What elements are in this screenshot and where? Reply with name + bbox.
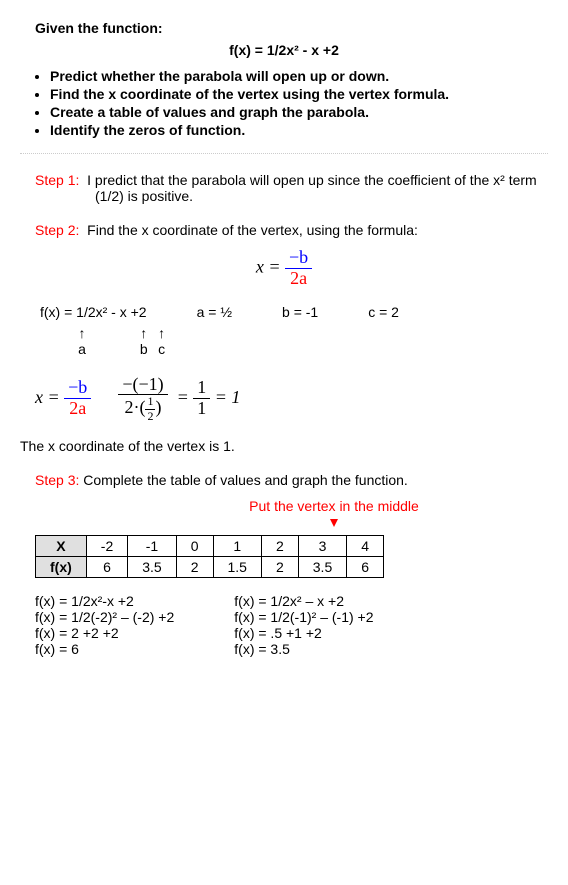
given-label: Given the function: (35, 20, 548, 36)
table-cell: 0 (176, 535, 213, 556)
work-line: f(x) = .5 +1 +2 (234, 625, 373, 641)
step-3-label: Step 3: (35, 472, 79, 488)
vertex-formula: x = −b 2a (20, 248, 548, 289)
coef-c: c = 2 (368, 304, 399, 320)
table-cell: 4 (347, 535, 384, 556)
task-item: Create a table of values and graph the p… (50, 104, 548, 120)
coefficients-row: f(x) = 1/2x² - x +2 a = ½ b = -1 c = 2 (40, 304, 548, 320)
arrow-c: c (155, 341, 169, 357)
table-cell: 2 (176, 556, 213, 577)
values-table: X -2 -1 0 1 2 3 4 f(x) 6 3.5 2 1.5 2 3.5… (35, 535, 384, 578)
table-cell: 3.5 (128, 556, 176, 577)
table-cell: 2 (261, 535, 298, 556)
work-line: f(x) = 1/2x² – x +2 (234, 593, 373, 609)
task-list: Predict whether the parabola will open u… (50, 68, 548, 138)
step-1: Step 1: I predict that the parabola will… (35, 172, 548, 204)
step-2-work: x = −b 2a −(−1) 2·(12) = 1 1 = 1 (35, 375, 548, 423)
work-line: f(x) = 1/2(-1)² – (-1) +2 (234, 609, 373, 625)
work-num-sub: −(−1) (118, 375, 167, 396)
vertex-caption: Put the vertex in the middle (120, 498, 548, 530)
work-eq-den: 1 (193, 399, 210, 419)
work-num-b: −b (64, 378, 91, 399)
table-cell: -1 (128, 535, 176, 556)
table-cell: 3.5 (298, 556, 346, 577)
work-right: f(x) = 1/2x² – x +2 f(x) = 1/2(-1)² – (-… (234, 593, 373, 657)
table-cell: 1 (213, 535, 261, 556)
step-3-work: f(x) = 1/2x²-x +2 f(x) = 1/2(-2)² – (-2)… (35, 593, 548, 657)
work-eq-num: 1 (193, 378, 210, 399)
step-2: Step 2: Find the x coordinate of the ver… (35, 222, 548, 238)
task-item: Predict whether the parabola will open u… (50, 68, 548, 84)
work-line: f(x) = 1/2x²-x +2 (35, 593, 174, 609)
arrow-down-icon (330, 519, 338, 527)
work-line: f(x) = 3.5 (234, 641, 373, 657)
task-item: Find the x coordinate of the vertex usin… (50, 86, 548, 102)
work-result: 1 (231, 387, 240, 407)
table-cell: 1.5 (213, 556, 261, 577)
function-def: f(x) = 1/2x² - x +2 (20, 42, 548, 58)
step-2-text: Find the x coordinate of the vertex, usi… (87, 222, 418, 238)
formula-denominator: 2a (285, 269, 312, 289)
work-line: f(x) = 1/2(-2)² – (-2) +2 (35, 609, 174, 625)
arrow-b: b (137, 341, 151, 357)
work-den-2a: 2a (64, 399, 91, 419)
step-2-conclusion: The x coordinate of the vertex is 1. (20, 438, 548, 454)
step-3: Step 3: Complete the table of values and… (35, 472, 548, 488)
arrow-a: a (75, 341, 89, 357)
work-left: f(x) = 1/2x²-x +2 f(x) = 1/2(-2)² – (-2)… (35, 593, 174, 657)
table-cell: 6 (347, 556, 384, 577)
step-1-label: Step 1: (35, 172, 79, 188)
work-den-sub: 2·(12) (118, 395, 167, 422)
task-item: Identify the zeros of function. (50, 122, 548, 138)
work-line: f(x) = 6 (35, 641, 174, 657)
table-cell: -2 (86, 535, 127, 556)
coef-a: a = ½ (197, 304, 232, 320)
work-line: f(x) = 2 +2 +2 (35, 625, 174, 641)
fn-repeat: f(x) = 1/2x² - x +2 (40, 304, 147, 320)
col-fx-header: f(x) (36, 556, 87, 577)
arrow-labels: ↑ ↑ ↑ a b c (75, 325, 548, 357)
formula-numerator: −b (285, 248, 312, 269)
col-x-header: X (36, 535, 87, 556)
step-2-label: Step 2: (35, 222, 79, 238)
step-1-text: I predict that the parabola will open up… (87, 172, 537, 204)
table-cell: 3 (298, 535, 346, 556)
step-3-text: Complete the table of values and graph t… (83, 472, 408, 488)
table-row: X -2 -1 0 1 2 3 4 (36, 535, 384, 556)
table-row: f(x) 6 3.5 2 1.5 2 3.5 6 (36, 556, 384, 577)
divider (20, 153, 548, 154)
table-cell: 6 (86, 556, 127, 577)
table-cell: 2 (261, 556, 298, 577)
coef-b: b = -1 (282, 304, 318, 320)
